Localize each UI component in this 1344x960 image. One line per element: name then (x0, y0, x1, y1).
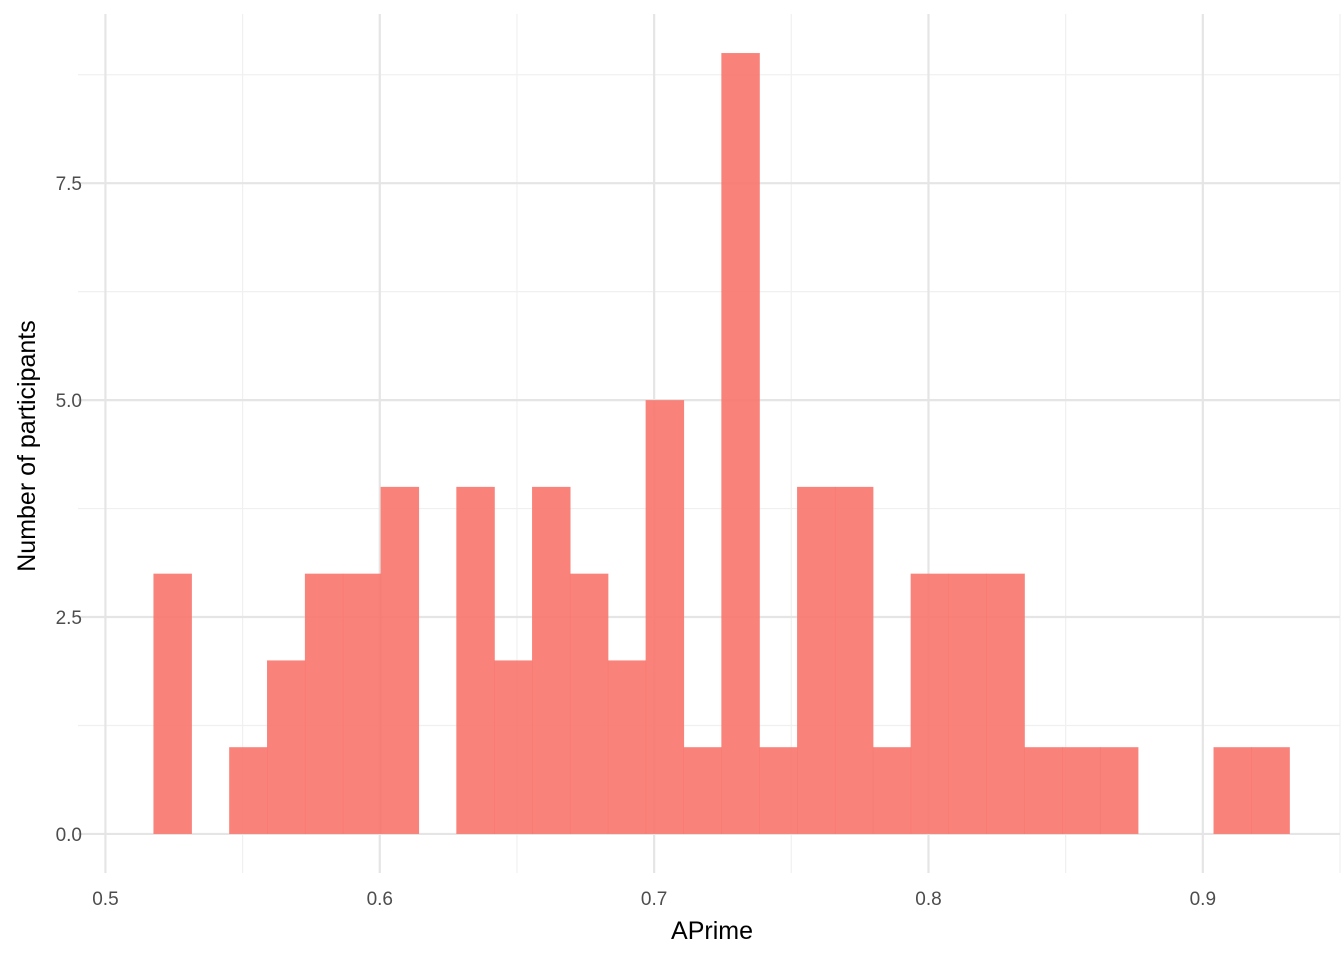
histogram-bar (834, 486, 874, 834)
x-tick-label: 0.7 (641, 889, 667, 910)
x-tick-label: 0.9 (1190, 889, 1216, 910)
histogram-bar (267, 660, 306, 834)
histogram-bar (721, 53, 760, 834)
y-axis-tick-labels: 0.0 2.5 5.0 7.5 (56, 174, 82, 846)
histogram-bar (607, 660, 647, 834)
histogram-bar (380, 486, 420, 834)
histogram-bar (1062, 747, 1101, 834)
histogram-bar (456, 486, 495, 834)
histogram-bar (683, 747, 722, 834)
y-tick-label: 5.0 (56, 391, 82, 412)
histogram-bar (759, 747, 798, 834)
x-tick-label: 0.5 (92, 889, 118, 910)
histogram-bar (872, 747, 912, 834)
histogram-bar (1251, 747, 1290, 834)
histogram-bar (948, 573, 987, 834)
histogram-bar (1213, 747, 1252, 834)
histogram-bars (153, 53, 1290, 834)
histogram-bar (797, 486, 836, 834)
histogram-bar (342, 573, 382, 834)
y-tick-label: 0.0 (56, 825, 82, 846)
y-tick-label: 2.5 (56, 608, 82, 629)
histogram-bar (1099, 747, 1139, 834)
x-axis-title: APrime (671, 917, 753, 945)
histogram-bar (569, 573, 609, 834)
histogram-bar (494, 660, 533, 834)
histogram-bar (229, 747, 268, 834)
histogram-bar (1024, 747, 1063, 834)
y-axis-title: Number of participants (13, 320, 41, 572)
y-tick-label: 7.5 (56, 174, 82, 195)
x-axis-tick-labels: 0.5 0.6 0.7 0.8 0.9 (92, 889, 1216, 910)
x-tick-label: 0.8 (915, 889, 941, 910)
histogram-bar (910, 573, 950, 834)
histogram-bar (304, 573, 344, 834)
histogram-bar (153, 573, 192, 834)
histogram-bar (645, 400, 685, 834)
histogram-bar (532, 486, 571, 834)
histogram-bar (986, 573, 1025, 834)
x-tick-label: 0.6 (367, 889, 393, 910)
